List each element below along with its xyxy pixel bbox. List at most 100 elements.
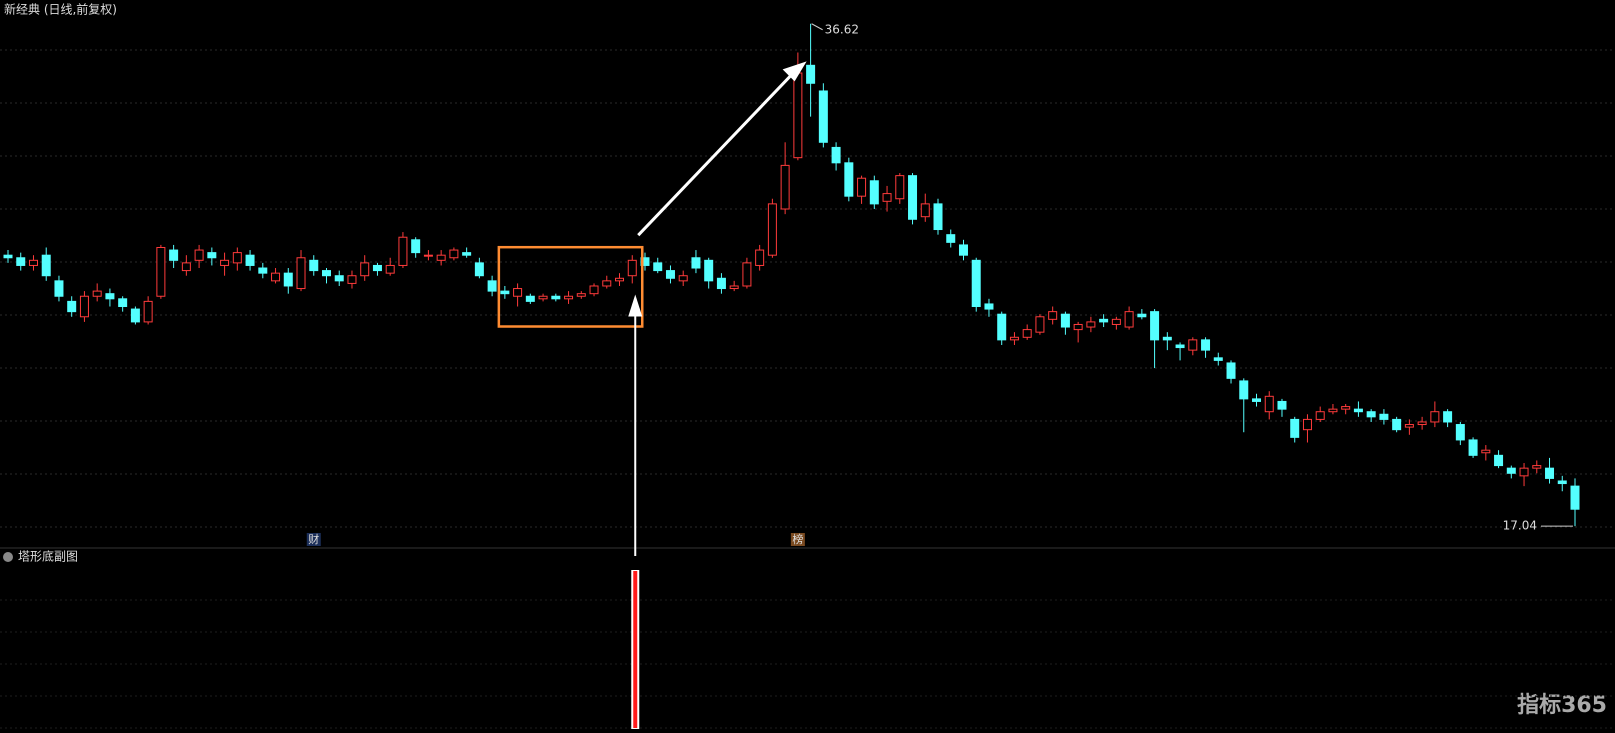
candle-body [678, 275, 688, 282]
candle-body [1264, 395, 1274, 413]
candle-body [1048, 311, 1058, 320]
candle-body [958, 244, 968, 256]
candle-body [1290, 418, 1300, 438]
candle-body [1417, 421, 1427, 426]
candle-body [1137, 313, 1147, 318]
candle-body [615, 277, 625, 282]
max-pointer [811, 23, 823, 31]
candle-body [691, 257, 701, 269]
candle-body [627, 259, 637, 277]
chart-title: 新经典 (日线,前复权) [4, 2, 117, 17]
candle-body [67, 300, 77, 313]
candle-body [1239, 380, 1249, 400]
candle-body [143, 300, 153, 323]
candle-body [296, 257, 306, 290]
candle-body [258, 267, 268, 274]
candle-body [16, 257, 26, 266]
candle-body [1302, 418, 1312, 431]
candle-body [156, 246, 166, 297]
candle-body [462, 252, 472, 256]
candle-body [704, 259, 714, 282]
indicator-title: 塔形底副图 [18, 549, 78, 564]
candle-body [372, 264, 382, 272]
signal-arrowhead [628, 294, 643, 317]
candle-body [780, 164, 790, 210]
candle-body [1353, 408, 1363, 413]
signal-box [497, 245, 644, 328]
candle-body [1226, 362, 1236, 379]
candle-body [716, 277, 726, 290]
event-label: 榜 [792, 532, 803, 546]
candle-body [869, 180, 879, 205]
candle-body [1035, 316, 1045, 333]
candle-body [729, 285, 739, 290]
candle-body [385, 264, 395, 274]
candle-body [806, 64, 816, 84]
candle-body [1519, 467, 1529, 477]
candle-body [1086, 321, 1096, 328]
candle-body [513, 288, 523, 297]
candle-body [767, 203, 777, 256]
collapse-icon[interactable] [3, 552, 13, 562]
candle-body [500, 290, 510, 295]
candle-body [1213, 357, 1223, 361]
candle-body [334, 275, 344, 282]
candle-body [79, 295, 89, 318]
candle-body [946, 234, 956, 243]
watermark: 指标365 [1517, 692, 1607, 718]
candle-body [844, 162, 854, 197]
candle-body [1404, 424, 1414, 428]
candle-body [487, 280, 497, 292]
candle-body [742, 262, 752, 287]
candle-body [41, 254, 51, 277]
candle-body [793, 72, 803, 159]
candle-body [1532, 465, 1542, 469]
candle-body [1506, 467, 1516, 474]
candle-body [576, 293, 586, 297]
candle-body [1162, 336, 1172, 341]
candle-body [194, 249, 204, 261]
event-label: 财 [308, 532, 319, 546]
candle-body [398, 236, 408, 266]
candle-body [105, 293, 115, 300]
candle-body [1315, 411, 1325, 420]
candle-body [1150, 311, 1160, 341]
candle-body [1430, 411, 1440, 423]
candle-body [1073, 323, 1083, 331]
candle-body [1468, 439, 1478, 456]
candle-body [1252, 398, 1262, 402]
candle-body [1111, 318, 1121, 325]
event-badge [790, 533, 805, 546]
candle-body [423, 254, 433, 257]
peak-arrowhead [782, 61, 807, 82]
candle-body [1443, 411, 1453, 423]
candle-body [3, 254, 13, 259]
candle-body [933, 203, 943, 231]
candle-body [920, 203, 930, 218]
candle-body [640, 257, 650, 266]
candle-body [207, 252, 217, 259]
candle-body [474, 262, 484, 277]
candle-body [1481, 449, 1491, 454]
candle-body [1557, 480, 1567, 485]
candle-body [1060, 313, 1070, 328]
candle-body [1277, 400, 1287, 410]
candle-body [665, 270, 675, 279]
candle-body [551, 295, 561, 300]
candle-body [245, 254, 255, 266]
candle-body [54, 280, 64, 297]
candle-body [602, 280, 612, 287]
candle-body [882, 193, 892, 202]
peak-arrow [637, 64, 802, 237]
candle-body [1009, 336, 1019, 341]
indicator-bar [633, 571, 638, 728]
candle-body [360, 262, 370, 277]
candle-body [321, 270, 331, 277]
candle-body [908, 175, 918, 220]
candle-body [1124, 311, 1134, 328]
candle-body [895, 175, 905, 200]
candle-body [271, 272, 281, 282]
candle-body [1341, 406, 1351, 410]
candle-body [997, 313, 1007, 341]
